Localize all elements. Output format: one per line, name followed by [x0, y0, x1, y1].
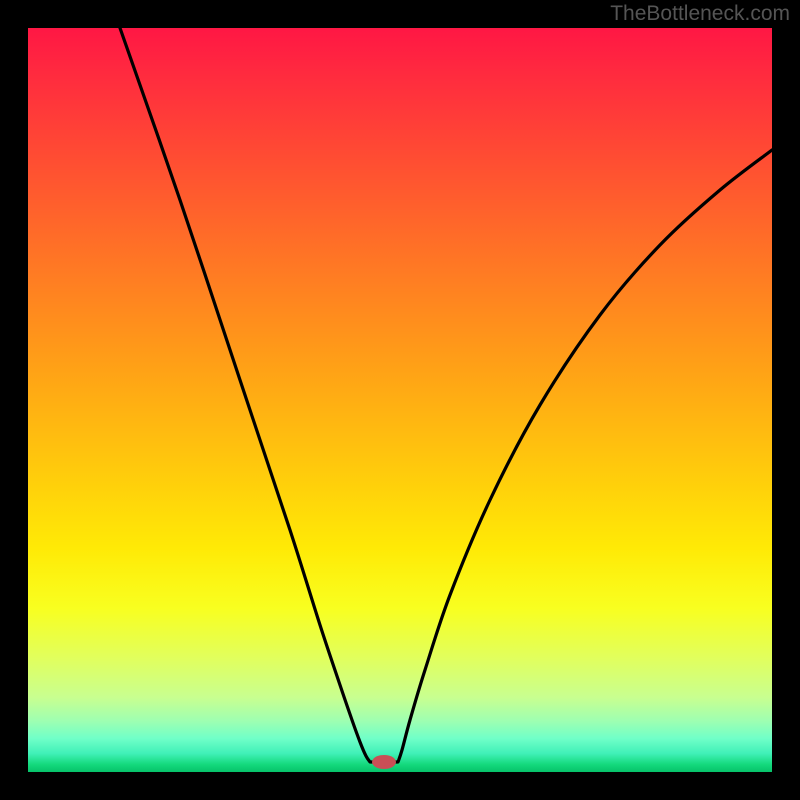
watermark-text: TheBottleneck.com — [610, 2, 790, 26]
bottleneck-chart — [0, 0, 800, 800]
chart-container: TheBottleneck.com — [0, 0, 800, 800]
optimal-point-marker — [372, 755, 396, 769]
plot-background — [28, 28, 772, 772]
